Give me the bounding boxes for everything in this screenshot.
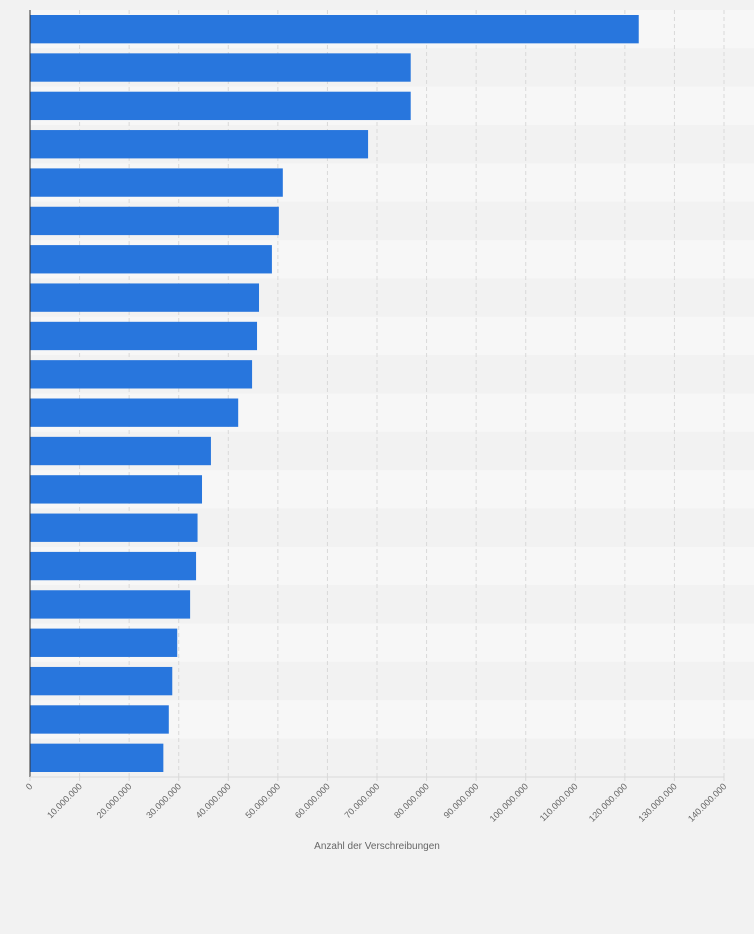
- bar: [30, 321, 258, 351]
- bar: [30, 513, 198, 542]
- bar: [30, 398, 239, 427]
- bar: [30, 436, 211, 466]
- bar: [30, 15, 639, 44]
- bar: [30, 168, 283, 197]
- x-tick-label: 0: [24, 781, 35, 792]
- bar: [30, 743, 164, 772]
- bar: [30, 705, 169, 734]
- bar: [30, 53, 411, 82]
- bar: [30, 475, 203, 504]
- bar: [30, 551, 197, 581]
- bar-series: [30, 15, 639, 772]
- bar: [30, 360, 253, 389]
- bar: [30, 590, 191, 619]
- x-axis-label: Anzahl der Verschreibungen: [314, 841, 440, 852]
- bar: [30, 130, 369, 159]
- bar: [30, 245, 272, 274]
- bar: [30, 206, 279, 236]
- bar: [30, 283, 260, 312]
- bar: [30, 666, 173, 696]
- row-bands: [30, 10, 754, 777]
- x-axis: [29, 10, 725, 781]
- bar: [30, 628, 178, 657]
- bar: [30, 91, 411, 121]
